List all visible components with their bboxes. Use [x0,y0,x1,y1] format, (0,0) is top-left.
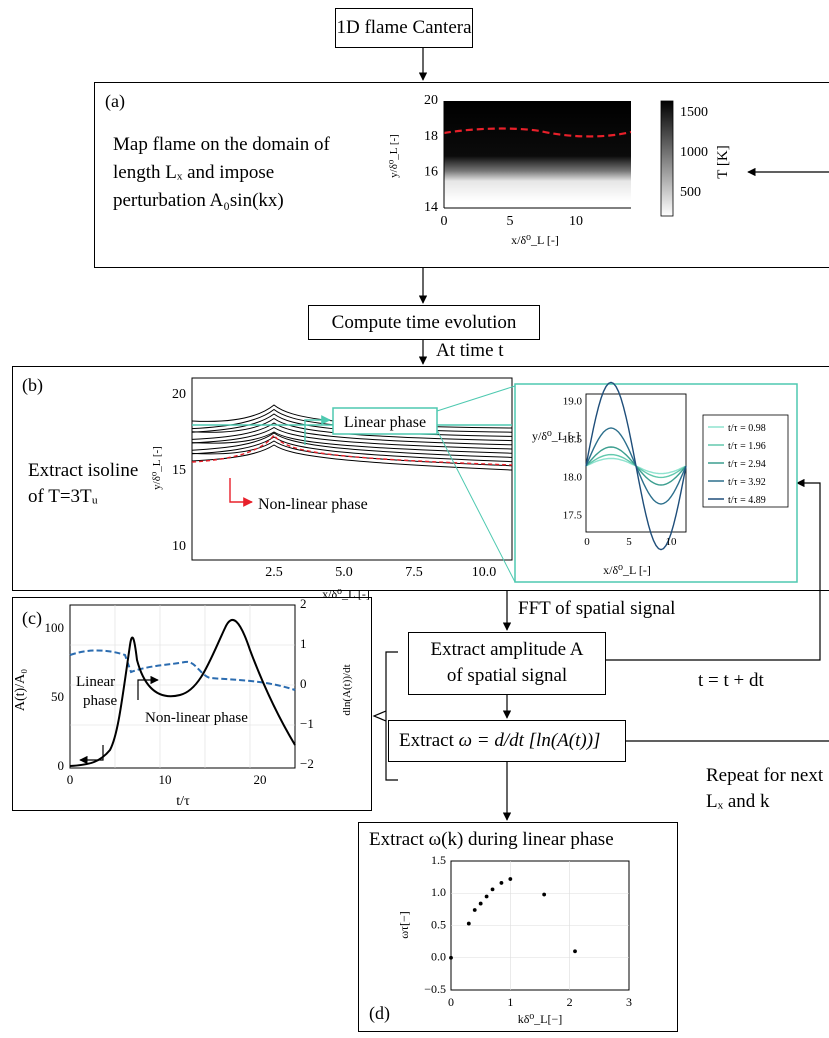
panel-c-xtick: 20 [254,772,267,787]
panel-b-xtick: 7.5 [405,565,423,580]
panel-d-point [500,881,504,885]
panel-d-ytick: −0.5 [424,982,446,996]
inset-xtick: 5 [626,536,632,548]
panel-a-field [444,101,631,201]
panel-c-ytick-left: 50 [51,689,64,704]
linear-phase-label: Linear phase [344,414,426,431]
panel-b-xtick: 10.0 [472,565,497,580]
inset-legend-label: t/τ = 4.89 [728,495,766,506]
panel-a-ytick: 14 [424,200,438,215]
panel-a-ytick: 18 [424,129,438,144]
panel-a-ytick: 20 [424,93,438,108]
panel-c-nonlinear: Non-linear phase [145,710,248,726]
inset-xtick: 10 [666,536,678,548]
panel-d-point [508,877,512,881]
panel-a-cbar-label: T [K] [715,145,731,178]
panel-c-ytick-left: 0 [58,758,65,773]
panel-c-ylabel-right: dln(A(t))/dt [341,664,353,715]
panel-d-xtick: 3 [626,995,632,1009]
panel-b-xtick: 2.5 [265,565,283,580]
panel-d-xtick: 0 [448,995,454,1009]
panel-a-cbar-tick: 500 [680,185,701,200]
inset-legend-label: t/τ = 3.92 [728,477,766,488]
inset-ytick: 17.5 [563,510,583,522]
panel-b-isoline [192,433,512,457]
panel-c-linear-1: Linear [76,674,115,690]
panel-d-ylabel: ωτ[−] [397,911,411,938]
panel-c-ytick-right: 1 [300,636,307,651]
inset-ytick: 18.0 [563,472,583,484]
inset-ylabel: y/δ⁰_L [-] [532,429,580,443]
panel-a-plot: 20 18 16 14 0 5 10 1500 1000 500 T [K] y/δ⁰_L [… [388,93,731,247]
panel-c-ytick-right: −2 [300,756,314,771]
panel-a-cbar-tick: 1500 [680,105,708,120]
panel-b-xtick: 5.0 [335,565,353,580]
panel-d-plot: 1.5 1.0 0.5 0.0 −0.5 0 1 2 3 ωτ[−] kδ⁰_L[−] [397,853,632,1026]
panel-d-xlabel: kδ⁰_L[−] [518,1012,563,1026]
panel-a-ylabel: y/δ⁰_L [-] [388,134,400,178]
panel-b-ytick: 15 [172,463,186,478]
panel-a-cbar-tick: 1000 [680,145,708,160]
panel-d-ytick: 0.5 [431,917,446,931]
panel-d-ytick: 0.0 [431,950,446,964]
panel-a-xtick: 10 [569,214,583,229]
panel-d-point [491,887,495,891]
panel-a-xtick: 0 [441,214,448,229]
panel-c-ytick-right: 2 [300,596,307,611]
panel-c-ytick-right: −1 [300,716,314,731]
panel-c-ylabel-left: A(t)/A₀ [13,669,28,711]
panel-d-ytick: 1.5 [431,853,446,867]
panel-d-point [473,908,477,912]
panel-c-ytick-right: 0 [300,676,307,691]
panel-b-plot: 20 15 10 2.5 5.0 7.5 10.0 y/δ⁰_L [-] x/δ⁰_L [… [151,378,515,601]
panel-b-ytick: 20 [172,387,186,402]
panel-d-point [485,895,489,899]
panel-c-xtick: 0 [67,772,74,787]
panel-a-xtick: 5 [507,214,514,229]
panel-b-xlabel: x/δ⁰_L [-] [322,587,370,601]
panel-d-xtick: 1 [507,995,513,1009]
inset-xlabel: x/δ⁰_L [-] [603,563,651,577]
panel-b-ytick: 10 [172,539,186,554]
panel-d-xtick: 2 [567,995,573,1009]
panel-b-ylabel: y/δ⁰_L [-] [151,446,163,490]
panel-a-colorbar [661,101,673,216]
panel-d-ytick: 1.0 [431,885,446,899]
panel-c-xlabel: t/τ [176,794,190,809]
inset-xtick: 0 [584,536,590,548]
panel-c-xtick: 10 [159,772,172,787]
panel-b-inset: 19.0 18.5 18.0 17.5 0 5 10 y/δ⁰_L [-] x/δ⁰_L … [515,382,797,582]
panel-d-point [479,902,483,906]
panel-d-point [449,956,453,960]
inset-legend-label: t/τ = 1.96 [728,441,766,452]
panel-a-ytick: 16 [424,165,438,180]
panel-c-ytick-left: 100 [45,620,65,635]
panel-d-point [573,949,577,953]
inset-legend-label: t/τ = 0.98 [728,423,766,434]
inset-legend-label: t/τ = 2.94 [728,459,766,470]
inset-ytick: 19.0 [563,396,583,408]
panel-d-point [467,922,471,926]
panel-c-tag: (c) [22,608,42,629]
panel-d-point [542,893,546,897]
panel-a-xlabel: x/δ⁰_L [-] [511,233,559,247]
nonlinear-phase-label: Non-linear phase [258,496,368,513]
panel-c-linear-2: phase [83,693,117,709]
